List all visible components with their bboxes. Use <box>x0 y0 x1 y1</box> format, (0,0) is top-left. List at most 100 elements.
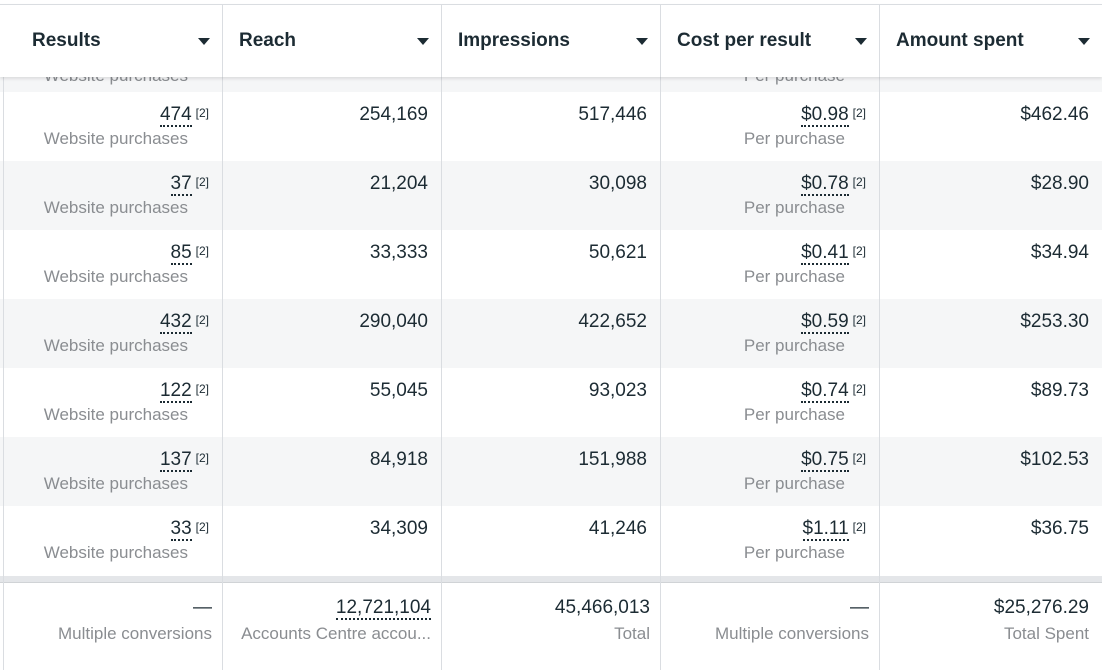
impressions-cell: 41,246 <box>441 506 660 575</box>
column-header-label: Amount spent <box>896 30 1024 51</box>
impressions-cell: 151,988 <box>441 437 660 506</box>
reach-cell: 21,204 <box>222 161 441 230</box>
reach-value: 290,040 <box>359 311 428 332</box>
cost-sub-label: Per purchase <box>743 405 845 424</box>
totals-reach-value[interactable]: 12,721,104 <box>335 597 431 620</box>
footnote-marker: [2] <box>852 382 866 396</box>
spent-value: $36.75 <box>1030 518 1089 539</box>
impressions-cell: 517,446 <box>441 92 660 161</box>
table-row[interactable]: 33 [2] Website purchases 34,309 41,246 $1… <box>0 506 1102 575</box>
reach-value: 33,333 <box>369 242 428 263</box>
reach-value: 254,169 <box>359 104 428 125</box>
table-row[interactable]: 432 [2] Website purchases 290,040 422,652… <box>0 299 1102 368</box>
totals-spent-value: $25,276.29 <box>993 597 1089 618</box>
sort-caret-icon[interactable] <box>1078 37 1090 45</box>
spent-cell: $36.75 <box>879 506 1102 575</box>
sort-caret-icon[interactable] <box>636 37 648 45</box>
table-row[interactable]: 137 [2] Website purchases 84,918 151,988 … <box>0 437 1102 506</box>
totals-impressions-value: 45,466,013 <box>554 597 650 618</box>
footnote-marker: [2] <box>852 175 866 189</box>
cost-cell: $0.41 [2] Per purchase <box>660 230 879 299</box>
results-sub-label: Website purchases <box>43 267 188 286</box>
column-header-amount-spent[interactable]: Amount spent <box>879 5 1102 77</box>
footnote-marker: [2] <box>195 382 209 396</box>
totals-spent-cell: $25,276.29 Total Spent <box>879 583 1102 652</box>
results-sub-label: Website purchases <box>43 543 188 562</box>
totals-reach-cell: 12,721,104 Accounts Centre accou... <box>222 583 441 652</box>
footnote-marker: [2] <box>195 520 209 534</box>
reach-value: 84,918 <box>369 449 428 470</box>
impressions-cell: 93,023 <box>441 368 660 437</box>
results-value[interactable]: 33 <box>170 518 192 541</box>
spent-value: $89.73 <box>1030 380 1089 401</box>
cost-value[interactable]: $0.98 <box>801 104 849 127</box>
cost-value[interactable]: $0.75 <box>801 449 849 472</box>
impressions-cell: 422,652 <box>441 299 660 368</box>
reach-cell: 34,309 <box>222 506 441 575</box>
table-row[interactable]: 85 [2] Website purchases 33,333 50,621 $0… <box>0 230 1102 299</box>
footnote-marker: [2] <box>852 106 866 120</box>
cost-cell: $0.59 [2] Per purchase <box>660 299 879 368</box>
totals-cost-sub: Multiple conversions <box>714 624 869 643</box>
results-value[interactable]: 122 <box>159 380 192 403</box>
results-sub-label: Website purchases <box>43 405 188 424</box>
spent-cell: $462.46 <box>879 92 1102 161</box>
impressions-cell: 50,621 <box>441 230 660 299</box>
reach-cell: 254,169 <box>222 92 441 161</box>
footnote-marker: [2] <box>852 244 866 258</box>
results-cell: 85 [2] Website purchases <box>4 230 222 299</box>
spent-value: $253.30 <box>1020 311 1089 332</box>
spent-cell: $34.94 <box>879 230 1102 299</box>
sort-caret-icon[interactable] <box>198 37 210 45</box>
footnote-marker: [2] <box>195 244 209 258</box>
column-header-impressions[interactable]: Impressions <box>441 5 660 77</box>
results-value[interactable]: 432 <box>159 311 192 334</box>
results-cell: 137 [2] Website purchases <box>4 437 222 506</box>
table-row[interactable]: 474 [2] Website purchases 254,169 517,446… <box>0 92 1102 161</box>
results-cell: 122 [2] Website purchases <box>4 368 222 437</box>
cost-value[interactable]: $0.78 <box>801 173 849 196</box>
column-header-label: Results <box>32 30 101 51</box>
results-cell: 37 [2] Website purchases <box>4 161 222 230</box>
cost-sub-label: Per purchase <box>743 336 845 355</box>
totals-row: — Multiple conversions 12,721,104 Accoun… <box>0 583 1102 670</box>
spent-cell: $102.53 <box>879 437 1102 506</box>
column-header-reach[interactable]: Reach <box>222 5 441 77</box>
results-value[interactable]: 37 <box>170 173 192 196</box>
reach-cell: 55,045 <box>222 368 441 437</box>
table-row[interactable]: 122 [2] Website purchases 55,045 93,023 $… <box>0 368 1102 437</box>
footnote-marker: [2] <box>195 313 209 327</box>
totals-cost-value: — <box>850 597 869 618</box>
table-row[interactable]: 37 [2] Website purchases 21,204 30,098 $0… <box>0 161 1102 230</box>
table-header: Results Reach Impressions Cost per resul… <box>0 4 1102 77</box>
column-divider <box>441 4 442 670</box>
totals-results-sub: Multiple conversions <box>57 624 212 643</box>
impressions-value: 93,023 <box>588 380 647 401</box>
results-value[interactable]: 474 <box>159 104 192 127</box>
impressions-value: 422,652 <box>578 311 647 332</box>
column-divider <box>222 4 223 670</box>
partial-row: Website purchases Per purchase <box>0 76 1102 92</box>
sort-caret-icon[interactable] <box>855 37 867 45</box>
cost-value[interactable]: $0.41 <box>801 242 849 265</box>
reach-value: 21,204 <box>369 173 428 194</box>
spent-value: $102.53 <box>1020 449 1089 470</box>
column-header-results[interactable]: Results <box>4 5 222 77</box>
column-header-label: Impressions <box>458 30 570 51</box>
sort-caret-icon[interactable] <box>417 37 429 45</box>
totals-impressions-cell: 45,466,013 Total <box>441 583 660 652</box>
footnote-marker: [2] <box>195 175 209 189</box>
cost-sub-label: Per purchase <box>743 129 845 148</box>
cost-value[interactable]: $0.74 <box>801 380 849 403</box>
footnote-marker: [2] <box>195 106 209 120</box>
cost-cell: $1.11 [2] Per purchase <box>660 506 879 575</box>
results-sub-label: Website purchases <box>43 336 188 355</box>
column-header-cost-per-result[interactable]: Cost per result <box>660 5 879 77</box>
results-value[interactable]: 137 <box>159 449 192 472</box>
totals-results-value: — <box>193 597 212 618</box>
results-value[interactable]: 85 <box>170 242 192 265</box>
cost-value[interactable]: $1.11 <box>802 518 849 541</box>
column-header-label: Reach <box>239 30 297 51</box>
cost-value[interactable]: $0.59 <box>801 311 849 334</box>
